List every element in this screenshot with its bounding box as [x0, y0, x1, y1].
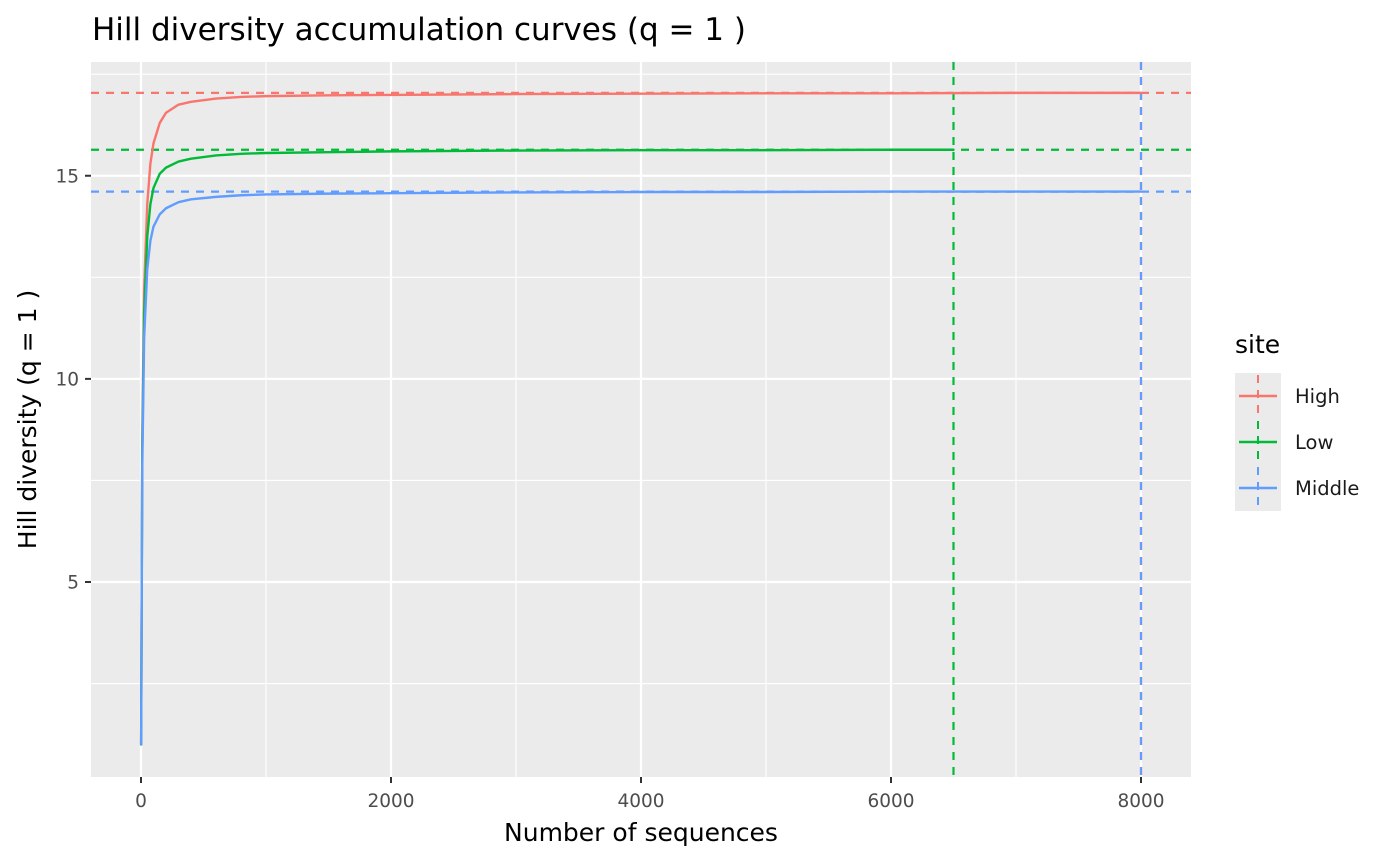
legend-label-high: High: [1295, 385, 1340, 408]
y-tick-label: 15: [55, 166, 79, 187]
x-tick-label: 0: [135, 791, 147, 812]
legend: site High Low Middle: [1235, 330, 1359, 511]
x-tick-label: 8000: [1117, 791, 1164, 812]
series-line-high: [139, 91, 1143, 746]
series-line-low: [139, 148, 955, 746]
x-axis-title: Number of sequences: [504, 818, 778, 847]
major-gridlines: [91, 62, 1191, 777]
y-axis-title: Hill diversity (q = 1 ): [13, 290, 42, 549]
y-tick-label: 10: [55, 369, 79, 390]
legend-label-middle: Middle: [1295, 477, 1359, 500]
series-line-middle: [139, 190, 1143, 746]
legend-key-low: [1235, 419, 1281, 465]
x-tick-label: 4000: [617, 791, 664, 812]
y-axis: 5 10 15: [55, 166, 91, 594]
x-tick-label: 6000: [867, 791, 914, 812]
legend-key-high: [1235, 373, 1281, 419]
series-layer: [91, 62, 1191, 777]
legend-label-low: Low: [1295, 431, 1333, 454]
chart-title: Hill diversity accumulation curves (q = …: [92, 12, 746, 48]
legend-key-middle: [1235, 465, 1281, 511]
x-axis: 0 2000 4000 6000 8000: [135, 777, 1165, 812]
x-tick-label: 2000: [367, 791, 414, 812]
legend-title: site: [1235, 330, 1280, 359]
y-tick-label: 5: [67, 573, 79, 594]
